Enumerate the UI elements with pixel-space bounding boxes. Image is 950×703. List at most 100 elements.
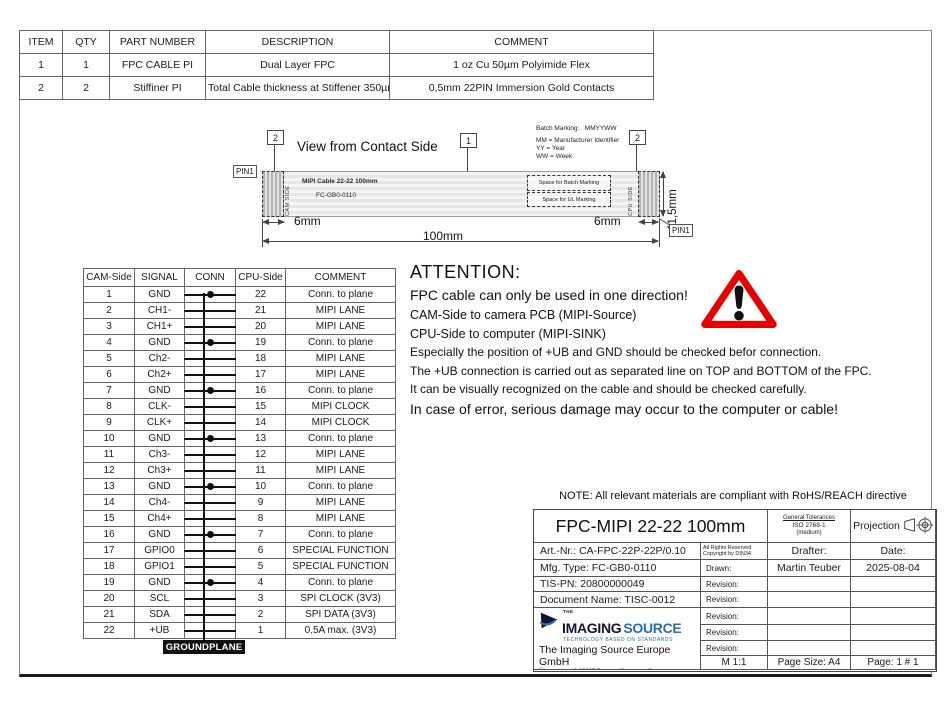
bom-cell: 1 oz Cu 50µm Polyimide Flex [389,53,654,77]
pin-cam-cell: 22 [83,622,135,639]
pin-cpu-cell: 9 [235,494,286,511]
bom-header-cell: ITEM [19,30,63,54]
balloon-leader [274,143,275,171]
conn-wire [184,309,236,312]
pin-conn-cell [184,414,236,431]
imaging-source-logo-icon [539,610,560,636]
pin-comment-cell: MIPI LANE [285,302,396,319]
dim-left-text: 6mm [294,214,321,228]
pin-conn-cell [184,494,236,511]
pin-cpu-cell: 19 [235,334,286,351]
pin-header-cell: CONN [184,268,236,287]
conn-wire [184,549,236,552]
pin-signal-cell: SCL [134,590,185,607]
pin-signal-cell: GND [134,430,185,447]
conn-wire [184,325,236,328]
pin-row: 1 GND 22 Conn. to plane [83,286,396,303]
revision-value-empty [768,577,851,592]
pin-conn-cell [184,590,236,607]
pin-row: 8 CLK- 15 MIPI CLOCK [83,398,396,415]
title-block: FPC-MIPI 22-22 100mm General Tolerances … [533,509,937,672]
pin-row: 11 Ch3- 12 MIPI LANE [83,446,396,463]
pin-conn-cell [184,446,236,463]
pin-comment-cell: MIPI CLOCK [285,414,396,431]
pin-cam-cell: 18 [83,558,135,575]
pin-comment-cell: Conn. to plane [285,382,396,399]
cpu-connector [638,171,660,217]
pin-mapping-table: CAM-Side SIGNAL CONN CPU-Side COMMENT 1 GND 22… [83,268,396,639]
pin-row: 19 GND 4 Conn. to plane [83,574,396,591]
pin-cam-cell: 3 [83,318,135,335]
pin-cpu-cell: 16 [235,382,286,399]
conn-ground-dot [206,339,214,346]
conn-ground-dot [206,531,214,538]
bom-cell: 2 [62,76,110,100]
pin-cpu-cell: 14 [235,414,286,431]
revision-date-empty [851,577,936,592]
pin-comment-cell: SPI CLOCK (3V3) [285,590,396,607]
bom-header-cell: PART NUMBER [109,30,206,54]
pin-comment-cell: SPECIAL FUNCTION [285,542,396,559]
pin-row: 10 GND 13 Conn. to plane [83,430,396,447]
pin-header-row: CAM-Side SIGNAL CONN CPU-Side COMMENT [83,268,396,287]
bom-cell: 0,5mm 22PIN Immersion Gold Contacts [389,76,654,100]
drawing-title: FPC-MIPI 22-22 100mm [534,510,768,543]
conn-wire [184,517,236,520]
pin-cpu-cell: 13 [235,430,286,447]
pin-cpu-cell: 21 [235,302,286,319]
pin-cam-cell: 11 [83,446,135,463]
attention-line: In case of error, serious damage may occ… [410,400,838,417]
pin-conn-cell [184,574,236,591]
revision-date-empty [851,592,936,608]
conn-ground-dot [206,435,214,442]
pin-cam-cell: 6 [83,366,135,383]
dim-arrow [660,210,666,217]
attention-line: CAM-Side to camera PCB (MIPI-Source) [410,308,637,322]
pin-cam-cell: 5 [83,350,135,367]
pin-comment-cell: MIPI LANE [285,350,396,367]
pin-signal-cell: CH1- [134,302,185,319]
pin1-label-left: PIN1 [233,165,257,178]
bom-cell: Stiffiner PI [109,76,206,100]
revision-date-empty [851,641,936,656]
bom-header-cell: COMMENT [389,30,654,54]
dim-arrow [660,171,666,178]
pin-comment-cell: Conn. to plane [285,286,396,303]
pin-comment-cell: MIPI LANE [285,462,396,479]
pin-conn-cell [184,398,236,415]
projection-cell: Projection [851,510,936,543]
revision-label: Revision: [701,577,768,592]
pin-header-cell: COMMENT [285,268,396,287]
pin-cam-cell: 10 [83,430,135,447]
pin-comment-cell: Conn. to plane [285,334,396,351]
bom-header-cell: DESCRIPTION [205,30,390,54]
attention-line: CPU-Side to computer (MIPI-SINK) [410,326,606,341]
pin-comment-cell: Conn. to plane [285,430,396,447]
conn-wire [184,357,236,360]
pin-conn-cell [184,350,236,367]
cam-connector [262,171,284,217]
pin-conn-cell [184,430,236,447]
copyright-cell: All Rights Reserved Copyright by DIN34 [701,543,768,560]
conn-wire [184,453,236,456]
dim-line [640,222,658,223]
conn-ground-dot [206,483,214,490]
pin-row: 20 SCL 3 SPI CLOCK (3V3) [83,590,396,607]
conn-wire [184,613,236,616]
pin-conn-cell [184,526,236,543]
pin-conn-cell [184,334,236,351]
art-nr: Art.-Nr.: CA-FPC-22P-22P/0.10 [534,543,701,560]
conn-wire [184,629,236,632]
attention-block: ATTENTION: FPC cable can only be used in… [410,262,934,421]
pin-signal-cell: CLK+ [134,414,185,431]
pin-cpu-cell: 17 [235,366,286,383]
page-size: Page Size: A4 [768,656,851,670]
date-label: Date: [851,543,936,560]
attention-line: Especially the position of +UB and GND s… [410,345,822,359]
attention-line: FPC cable can only be used in one direct… [410,287,688,303]
pin-cpu-cell: 4 [235,574,286,591]
pin-conn-cell [184,286,236,303]
scale: M 1:1 [701,656,768,670]
pin-cpu-cell: 22 [235,286,286,303]
pin-cam-cell: 8 [83,398,135,415]
